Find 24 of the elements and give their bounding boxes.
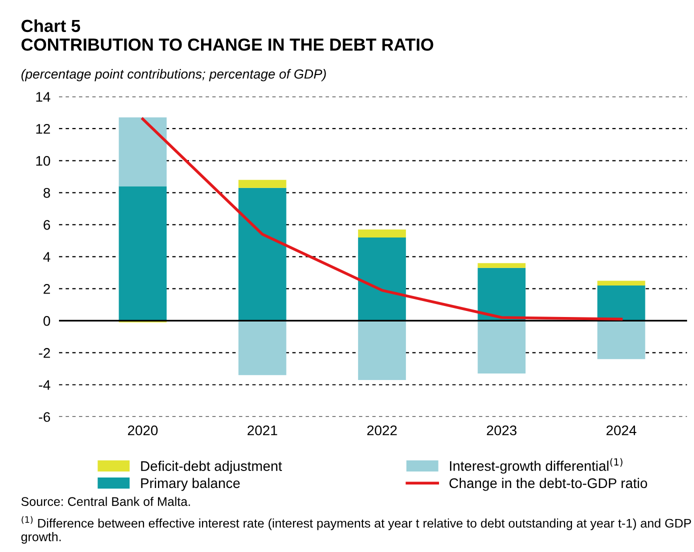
x-tick-label: 2020 — [128, 425, 158, 436]
chart-title: Chart 5 CONTRIBUTION TO CHANGE IN THE DEBT RATIO — [22, 19, 434, 51]
y-tick-label: 12 — [36, 124, 50, 134]
x-tick-label: 2024 — [606, 425, 636, 436]
y-tick-label: 2 — [44, 284, 50, 294]
y-tick-label: -4 — [38, 380, 50, 390]
y-tick-label: 0 — [43, 316, 50, 326]
legend-label: Deficit-debt adjustment — [141, 460, 282, 474]
y-tick-label: 14 — [36, 92, 50, 102]
legend-label: Change in the debt-to-GDP ratio — [449, 478, 648, 491]
text: $^{(1)}$ Difference between effective interest rate (interest payments at year t relative to debt outstanding at year t-1) and GDP growth. — [21, 516, 691, 544]
y-tick-label: -6 — [38, 412, 50, 422]
chart-subtitle: (percentage point contributions; percentage of GDP) — [21, 69, 326, 82]
x-tick-label: 2023 — [486, 425, 516, 436]
x-tick-label: 2021 — [248, 425, 278, 436]
y-tick-label: 6 — [44, 220, 50, 230]
y-tick-label: 10 — [36, 156, 50, 166]
y-tick-label: 4 — [43, 252, 50, 262]
y-tick-label: -2 — [38, 348, 50, 358]
y-tick-label: 8 — [44, 188, 50, 198]
source-note: Source: Central Bank of Malta. — [21, 496, 190, 506]
legend-label: Interest-growth differential$^{(1)}$ — [450, 458, 622, 474]
legend-label: Primary balance — [141, 478, 240, 491]
x-tick-label: 2022 — [367, 425, 397, 436]
